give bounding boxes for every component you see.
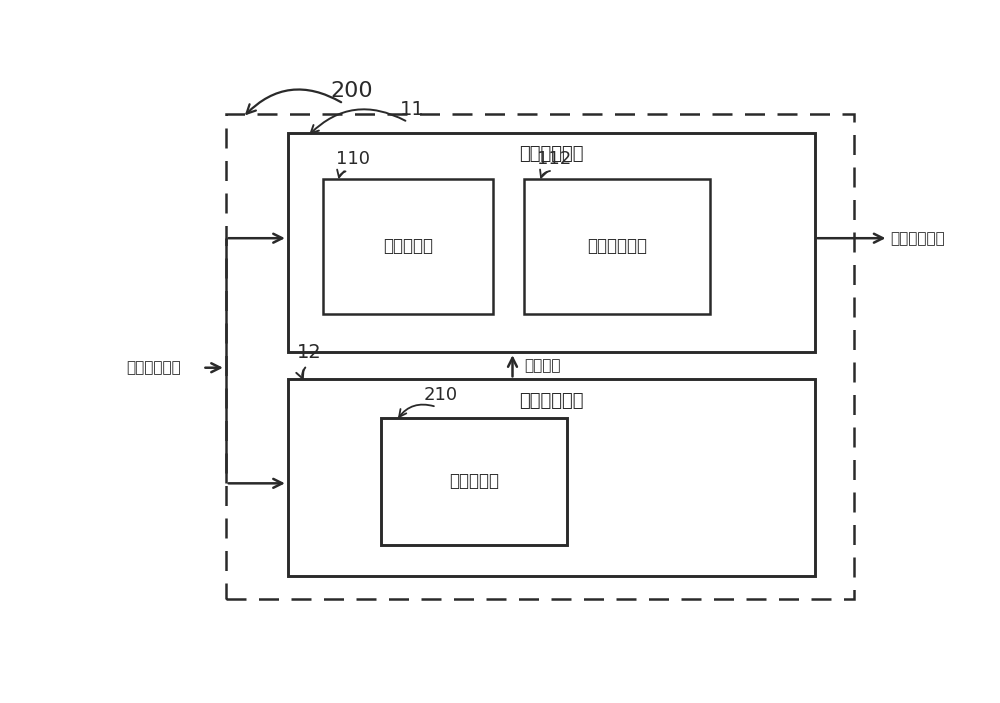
Text: 输出音频信号: 输出音频信号 [890, 231, 945, 246]
Bar [323, 179, 493, 314]
Bar [226, 114, 854, 599]
Text: 210: 210 [423, 386, 458, 404]
Text: 处理参数: 处理参数 [524, 359, 561, 373]
Text: 110: 110 [336, 150, 370, 167]
Text: 音频处理模块: 音频处理模块 [519, 146, 584, 163]
Bar [288, 380, 815, 576]
Text: 输入音频信号: 输入音频信号 [127, 360, 181, 375]
Text: 11: 11 [400, 100, 425, 119]
Text: 音频分析模块: 音频分析模块 [519, 392, 584, 410]
Text: 时域滤波器: 时域滤波器 [383, 238, 433, 255]
Text: 滤波器控制器: 滤波器控制器 [587, 238, 647, 255]
Bar [381, 418, 567, 545]
Bar [524, 179, 710, 314]
Text: 12: 12 [297, 343, 322, 362]
Text: 200: 200 [330, 81, 373, 101]
Text: 信号变换器: 信号变换器 [449, 472, 499, 490]
Text: 112: 112 [537, 150, 572, 167]
Bar [288, 133, 815, 352]
